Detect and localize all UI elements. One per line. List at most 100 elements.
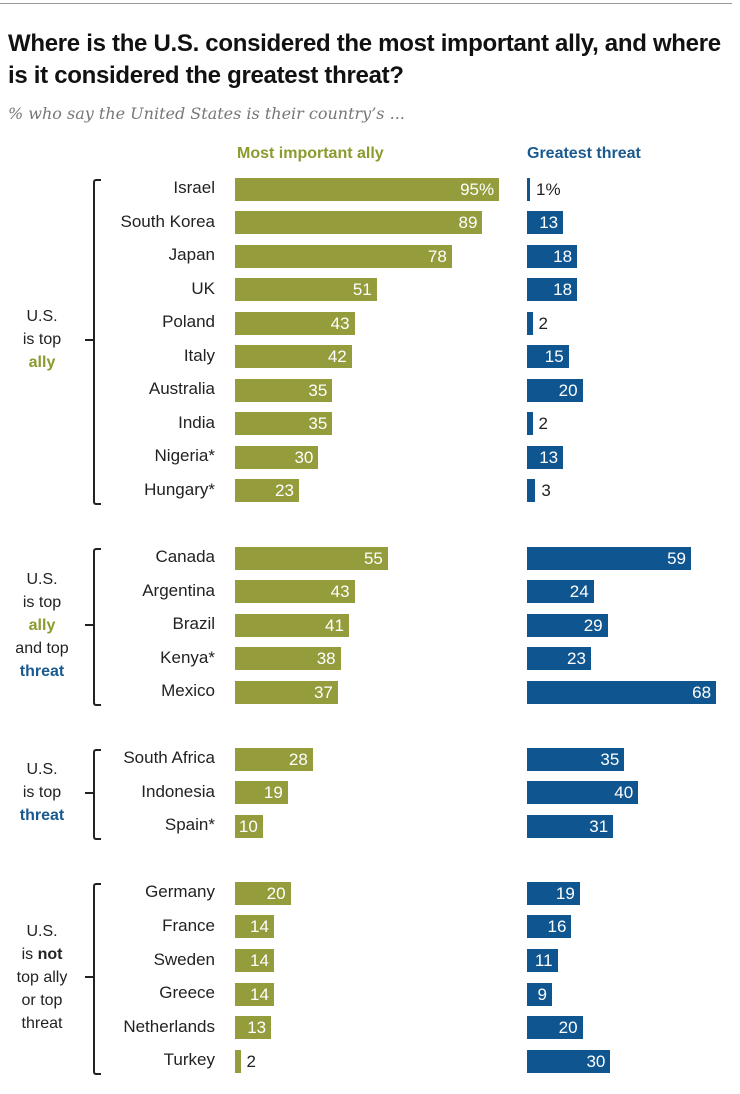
group-label-text: U.S.	[26, 922, 58, 940]
ally-value-label: 13	[247, 1018, 267, 1038]
threat-value-label: 13	[539, 213, 559, 233]
threat-bar	[527, 345, 569, 369]
group-label-line: U.S.	[0, 920, 84, 943]
ally-bar	[235, 915, 274, 939]
threat-value-label: 3	[541, 481, 551, 501]
threat-value-label: 18	[553, 280, 573, 300]
threat-bar	[527, 1016, 583, 1040]
country-label: Hungary*	[144, 479, 215, 499]
threat-bar	[527, 982, 553, 1006]
ally-bar	[235, 647, 341, 671]
group-label-text: threat	[19, 662, 65, 680]
threat-value-label: 35	[600, 749, 620, 769]
country-label: Italy	[183, 345, 215, 365]
threat-bar	[527, 378, 583, 402]
ally-column-header: Most important ally	[237, 145, 384, 162]
threat-bar	[527, 445, 564, 469]
group-label: U.S. is top ally	[0, 305, 84, 374]
ally-value-label: 10	[238, 816, 258, 836]
ally-bar	[235, 345, 352, 369]
group-label-line: threat	[0, 660, 84, 683]
group-label-line: top ally	[0, 966, 84, 989]
threat-bar	[527, 781, 639, 805]
top-rule	[0, 3, 732, 4]
country-label: UK	[191, 278, 215, 298]
group-label-line: or top	[0, 989, 84, 1012]
ally-value-label: 42	[327, 347, 347, 367]
group-label-text: is top	[22, 331, 62, 349]
ally-bar	[235, 412, 333, 436]
group-label-text: threat	[21, 1014, 63, 1032]
ally-bar	[235, 680, 338, 704]
group-bracket	[93, 179, 101, 505]
threat-bar	[527, 546, 692, 570]
threat-bar	[527, 647, 591, 671]
ally-bar	[235, 881, 291, 905]
threat-bar	[527, 747, 625, 771]
ally-bar	[235, 278, 377, 302]
ally-bar	[235, 1016, 272, 1040]
group-label-line: and top	[0, 637, 84, 660]
country-label: Indonesia	[141, 781, 215, 801]
threat-bar	[527, 244, 578, 268]
threat-value-label: 20	[558, 380, 578, 400]
threat-value-label: 13	[539, 447, 559, 467]
country-label: Mexico	[161, 681, 215, 701]
group-label-text: U.S.	[26, 308, 58, 326]
chart-title: Where is the U.S. considered the most im…	[8, 30, 721, 89]
ally-bar	[235, 378, 333, 402]
ally-bar	[235, 177, 500, 201]
ally-value-label: 37	[313, 682, 333, 702]
country-label: Canada	[155, 547, 215, 566]
threat-value-label: 9	[537, 984, 548, 1004]
group-label-line: threat	[0, 1012, 84, 1035]
country-label: Greece	[159, 983, 215, 1003]
threat-value-label: 40	[614, 783, 634, 803]
country-label: India	[178, 412, 215, 432]
ally-bar	[235, 781, 288, 805]
ally-value-label: 55	[363, 548, 383, 568]
threat-value-label: 59	[667, 548, 687, 568]
group-label: U.S. is not top ally or top threat	[0, 920, 84, 1035]
ally-bar	[235, 949, 274, 972]
ally-value-label: 14	[249, 984, 269, 1004]
bracket-tick	[85, 338, 93, 341]
threat-value-label: 19	[555, 883, 575, 903]
bracket-tick	[85, 976, 93, 979]
country-label: Argentina	[142, 580, 215, 600]
ally-value-label: 14	[249, 917, 269, 937]
group-label-text: U.S.	[26, 570, 58, 588]
threat-bar	[527, 814, 614, 838]
country-label: Turkey	[163, 1050, 215, 1070]
group-label-line: is top	[0, 781, 84, 804]
threat-bar	[527, 881, 580, 905]
ally-value-label: 2	[246, 1051, 257, 1071]
country-label: Poland	[162, 312, 215, 332]
country-label: France	[162, 915, 215, 935]
country-label: South Africa	[123, 748, 215, 768]
threat-value-label: 15	[544, 347, 564, 367]
country-label: Kenya*	[160, 647, 215, 667]
group-label-line: is not	[0, 943, 84, 966]
group-label-text: ally	[28, 616, 56, 634]
threat-bar	[527, 915, 572, 939]
group-label-line: U.S.	[0, 568, 84, 591]
threat-bar	[527, 680, 717, 704]
group-label-line: threat	[0, 804, 84, 827]
threat-value-label: 2	[538, 313, 549, 333]
ally-value-label: 35	[308, 414, 328, 434]
ally-bar	[235, 445, 319, 469]
ally-bar	[235, 580, 355, 604]
ally-value-label: 43	[330, 313, 350, 333]
ally-bar	[235, 479, 299, 503]
threat-value-label: 31	[589, 816, 609, 836]
group-label-line: ally	[0, 614, 84, 637]
group-label-text: not	[37, 945, 63, 963]
threat-bar	[527, 949, 558, 972]
threat-bar	[527, 613, 608, 637]
ally-value-label: 23	[275, 481, 294, 501]
group-label-text: ally	[28, 354, 56, 372]
group-label-line: is top	[0, 591, 84, 614]
ally-bar	[235, 211, 483, 235]
country-label: Sweden	[153, 949, 215, 969]
